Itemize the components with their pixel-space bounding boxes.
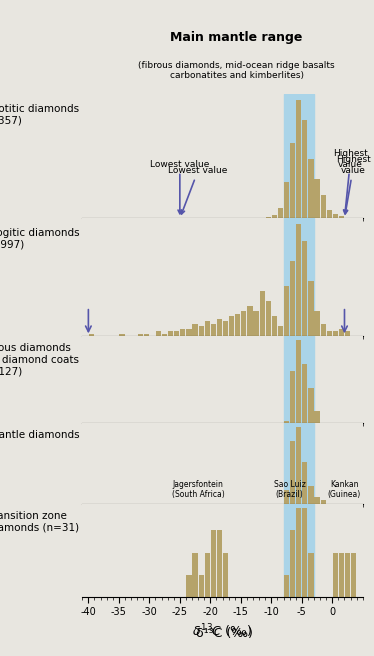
Bar bbox=[308, 486, 313, 504]
Bar bbox=[315, 179, 320, 218]
Bar bbox=[290, 371, 295, 423]
Bar bbox=[168, 331, 173, 337]
Text: Peridotitic diamonds
(n=1357): Peridotitic diamonds (n=1357) bbox=[0, 104, 79, 126]
Bar bbox=[296, 224, 301, 337]
Bar bbox=[284, 490, 289, 504]
Bar bbox=[211, 531, 216, 597]
Bar bbox=[283, 337, 314, 423]
Bar bbox=[211, 324, 216, 337]
Bar bbox=[193, 552, 198, 597]
Bar bbox=[321, 324, 326, 337]
Bar bbox=[321, 195, 326, 218]
Bar bbox=[254, 312, 259, 337]
Bar bbox=[260, 291, 265, 337]
Bar bbox=[327, 331, 332, 337]
Bar bbox=[138, 334, 143, 337]
Bar bbox=[180, 329, 186, 337]
Text: Highest
value: Highest value bbox=[333, 150, 368, 214]
Bar bbox=[339, 216, 344, 218]
Text: Transition zone
diamonds (n=31): Transition zone diamonds (n=31) bbox=[0, 511, 79, 533]
Text: $\delta^{13}C$ (‰): $\delta^{13}C$ (‰) bbox=[193, 622, 252, 640]
Bar bbox=[284, 420, 289, 423]
Bar bbox=[284, 182, 289, 218]
Bar bbox=[315, 497, 320, 504]
Bar bbox=[283, 94, 314, 218]
Bar bbox=[302, 508, 307, 597]
Bar bbox=[339, 329, 344, 337]
Bar bbox=[351, 552, 356, 597]
Bar bbox=[290, 441, 295, 504]
Bar bbox=[235, 314, 240, 337]
Bar bbox=[333, 552, 338, 597]
Bar bbox=[283, 218, 314, 337]
Bar bbox=[283, 423, 314, 504]
Bar bbox=[290, 143, 295, 218]
Text: (fibrous diamonds, mid-ocean ridge basalts
carbonatites and kimberlites): (fibrous diamonds, mid-ocean ridge basal… bbox=[138, 60, 335, 80]
Bar bbox=[296, 508, 301, 597]
Bar bbox=[272, 316, 277, 337]
Text: Highest
value: Highest value bbox=[336, 155, 371, 214]
Bar bbox=[315, 411, 320, 423]
Bar bbox=[144, 334, 149, 337]
Bar bbox=[290, 531, 295, 597]
Bar bbox=[296, 427, 301, 504]
Text: Lowest value: Lowest value bbox=[168, 166, 228, 214]
Bar bbox=[199, 575, 204, 597]
Bar bbox=[266, 301, 271, 337]
Bar bbox=[327, 211, 332, 218]
Bar bbox=[278, 326, 283, 337]
Bar bbox=[193, 324, 198, 337]
Bar bbox=[199, 326, 204, 337]
Bar bbox=[119, 334, 125, 337]
Bar bbox=[272, 215, 277, 218]
Bar bbox=[266, 217, 271, 218]
Bar bbox=[205, 552, 210, 597]
Bar bbox=[308, 281, 313, 337]
Text: Kankan
(Guinea): Kankan (Guinea) bbox=[328, 480, 361, 499]
Bar bbox=[296, 340, 301, 423]
Text: δ¹³C (‰): δ¹³C (‰) bbox=[196, 626, 253, 640]
Bar bbox=[229, 316, 234, 337]
Bar bbox=[290, 261, 295, 337]
Bar bbox=[339, 552, 344, 597]
Bar bbox=[345, 552, 350, 597]
Bar bbox=[284, 286, 289, 337]
Text: Eclogitic diamonds
(n=997): Eclogitic diamonds (n=997) bbox=[0, 228, 79, 249]
Bar bbox=[247, 306, 252, 337]
Bar bbox=[217, 319, 222, 337]
Bar bbox=[278, 209, 283, 218]
Bar bbox=[205, 321, 210, 337]
Bar bbox=[333, 215, 338, 218]
Text: Main mantle range: Main mantle range bbox=[171, 31, 303, 44]
Bar bbox=[345, 331, 350, 337]
Bar bbox=[217, 531, 222, 597]
Bar bbox=[315, 312, 320, 337]
Bar bbox=[302, 364, 307, 423]
Text: Sao Luiz
(Brazil): Sao Luiz (Brazil) bbox=[274, 480, 306, 499]
Bar bbox=[156, 331, 161, 337]
Bar bbox=[186, 329, 191, 337]
Bar bbox=[284, 575, 289, 597]
Bar bbox=[174, 331, 180, 337]
Bar bbox=[302, 241, 307, 337]
Bar bbox=[89, 334, 94, 337]
Bar bbox=[283, 504, 314, 597]
Bar bbox=[162, 334, 167, 337]
Bar bbox=[308, 159, 313, 218]
Text: Fibrous diamonds
and diamond coats
(n=127): Fibrous diamonds and diamond coats (n=12… bbox=[0, 343, 79, 377]
Text: Lowest value: Lowest value bbox=[150, 159, 209, 214]
Bar bbox=[241, 312, 246, 337]
Text: Jagersfontein
(South Africa): Jagersfontein (South Africa) bbox=[172, 480, 224, 499]
Bar bbox=[296, 100, 301, 218]
Text: Lower mantle diamonds
(n=78): Lower mantle diamonds (n=78) bbox=[0, 430, 79, 451]
Bar bbox=[321, 501, 326, 504]
Bar bbox=[302, 120, 307, 218]
Bar bbox=[308, 388, 313, 423]
Bar bbox=[333, 331, 338, 337]
Bar bbox=[186, 575, 191, 597]
Bar bbox=[308, 552, 313, 597]
Bar bbox=[223, 321, 228, 337]
Bar bbox=[302, 462, 307, 504]
Bar bbox=[223, 552, 228, 597]
